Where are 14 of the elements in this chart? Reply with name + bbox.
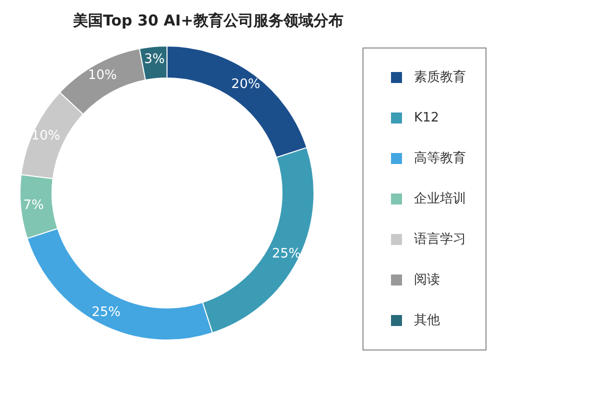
legend-label: 语言学习 [414, 231, 466, 247]
legend-label: 其他 [414, 313, 440, 328]
data-label: 20% [231, 77, 260, 92]
legend-label: K12 [414, 110, 440, 126]
data-label: 7% [23, 198, 44, 214]
data-label: 25% [92, 304, 121, 320]
legend-label: 企业培训 [414, 192, 466, 206]
data-label: 3% [144, 52, 165, 68]
chart-title: 美国Top 30 AI+教育公司服务领域分布 [72, 12, 344, 30]
legend-label: 高等教育 [414, 150, 466, 166]
legend-label: 阅读 [414, 272, 440, 288]
data-label: 25% [272, 246, 301, 262]
legend-label: 素质教育 [414, 69, 466, 85]
data-label: 10% [88, 68, 117, 84]
